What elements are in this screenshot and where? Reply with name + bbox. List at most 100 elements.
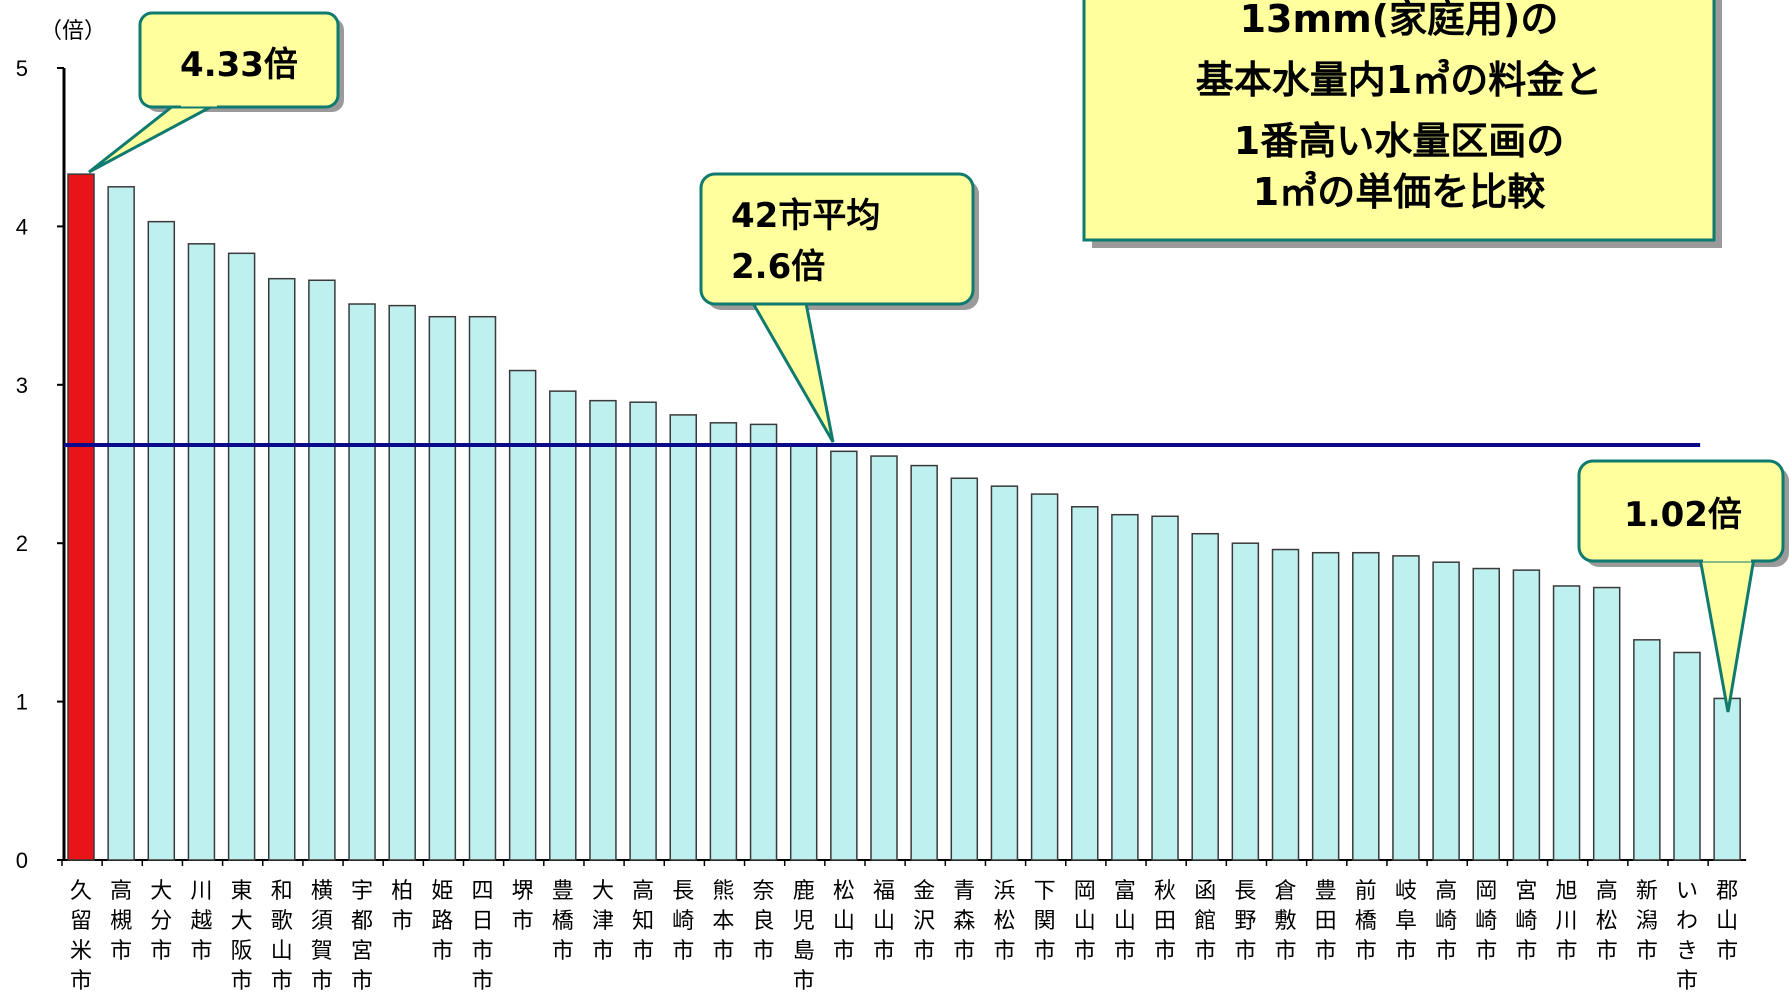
- average-callout: 42市平均 2.6倍: [699, 172, 979, 443]
- bar: [1432, 561, 1460, 861]
- bar: [589, 399, 617, 861]
- y-unit-label: （倍）: [40, 19, 106, 44]
- note-line-1: 13mm(家庭用)の: [1240, 0, 1559, 41]
- note-line-3: 1番高い水量区画の: [1234, 119, 1564, 163]
- category-label: 函館市: [1194, 879, 1216, 964]
- bar: [268, 277, 296, 861]
- category-label: 岡山市: [1074, 879, 1096, 964]
- category-label: 岡崎市: [1475, 879, 1497, 964]
- y-tick-label: 1: [16, 690, 28, 715]
- bar: [1191, 532, 1219, 861]
- bar: [1271, 548, 1300, 861]
- category-label: 東大阪市: [231, 879, 253, 994]
- bar: [308, 279, 336, 861]
- bar: [468, 315, 497, 861]
- max-callout-label: 4.33倍: [180, 45, 298, 85]
- bar: [910, 464, 938, 861]
- bars: [67, 173, 1741, 861]
- bar: [990, 485, 1019, 861]
- bar: [629, 401, 657, 861]
- category-label: 高槻市: [110, 879, 132, 964]
- category-label: 福山市: [873, 879, 895, 964]
- bar: [830, 450, 858, 861]
- category-label: 新潟市: [1636, 879, 1658, 964]
- category-label: 和歌山市: [271, 879, 293, 994]
- bar: [147, 220, 176, 861]
- y-tick-label: 3: [16, 373, 28, 398]
- category-label: 豊橋市: [552, 879, 574, 964]
- category-label: 川越市: [190, 879, 212, 964]
- category-label: 熊本市: [712, 879, 734, 964]
- bar: [1673, 651, 1701, 861]
- bar: [1592, 586, 1621, 861]
- bar: [388, 304, 416, 861]
- category-label: 倉敷市: [1274, 879, 1296, 964]
- category-label: 大分市: [150, 879, 172, 964]
- note-box: 13mm(家庭用)の 基本水量内1㎥の料金と 1番高い水量区画の 1㎥の単価を比…: [1082, 0, 1722, 248]
- bar: [870, 455, 898, 861]
- category-label: 秋田市: [1154, 879, 1176, 964]
- y-tick-label: 2: [16, 531, 28, 556]
- max-callout: 4.33倍: [88, 11, 344, 174]
- average-callout-box: [699, 172, 975, 306]
- average-callout-tail: [747, 296, 835, 443]
- bar: [227, 252, 256, 861]
- category-label: 下関市: [1034, 879, 1056, 964]
- average-callout-line1: 42市平均: [731, 196, 880, 236]
- category-label: 岐阜市: [1395, 879, 1417, 964]
- category-label: 四日市市: [471, 879, 493, 994]
- y-tick-label: 5: [16, 56, 28, 81]
- bar: [187, 243, 216, 861]
- category-label: 堺市: [512, 879, 534, 934]
- bar: [508, 369, 537, 861]
- y-tick-label: 0: [16, 848, 28, 873]
- bar: [950, 477, 979, 861]
- category-label: 長野市: [1234, 879, 1256, 964]
- bar: [1311, 551, 1340, 861]
- min-callout-box: [1577, 459, 1785, 563]
- bar: [1713, 697, 1741, 861]
- bar: [1472, 567, 1500, 861]
- bar: [348, 303, 376, 861]
- bar: [1552, 585, 1581, 861]
- category-label: 大津市: [592, 879, 614, 964]
- bar: [1151, 515, 1179, 861]
- category-label: 柏市: [391, 879, 413, 934]
- bar: [1111, 513, 1139, 861]
- category-label: 青森市: [953, 879, 975, 964]
- category-label: 宇都宮市: [351, 879, 373, 994]
- bar: [709, 422, 738, 861]
- average-callout-line2: 2.6倍: [731, 247, 825, 287]
- category-label: 高知市: [632, 879, 654, 964]
- bar: [107, 186, 135, 861]
- category-label: 前橋市: [1355, 879, 1377, 964]
- note-box-frame: [1082, 0, 1716, 242]
- min-callout: 1.02倍: [1577, 459, 1789, 713]
- min-callout-label: 1.02倍: [1624, 495, 1742, 535]
- category-label: 宮崎市: [1515, 879, 1537, 964]
- max-callout-tail: [88, 100, 221, 174]
- category-label: 浜松市: [993, 879, 1015, 964]
- category-label: 姫路市: [431, 879, 453, 964]
- note-line-2: 基本水量内1㎥の料金と: [1196, 58, 1602, 102]
- category-label: 長崎市: [672, 879, 694, 964]
- bar: [1512, 569, 1541, 861]
- category-label: 久留米市: [70, 879, 92, 994]
- bar: [749, 423, 778, 861]
- bar: [1392, 555, 1420, 861]
- category-label: 富山市: [1114, 879, 1136, 964]
- category-label: 奈良市: [753, 879, 775, 964]
- bar: [1030, 493, 1059, 861]
- bar: [789, 444, 818, 861]
- category-label: 松山市: [833, 879, 855, 964]
- category-label: 高松市: [1596, 879, 1618, 964]
- category-label: 豊田市: [1315, 879, 1337, 964]
- category-labels: 久留米市高槻市大分市川越市東大阪市和歌山市横須賀市宇都宮市柏市姫路市四日市市堺市…: [70, 879, 1738, 994]
- category-label: 横須賀市: [311, 879, 333, 994]
- bar: [549, 390, 577, 861]
- category-label: 旭川市: [1556, 879, 1578, 964]
- bar: [1633, 639, 1661, 861]
- category-label: 郡山市: [1716, 879, 1738, 964]
- category-label: いわき市: [1676, 879, 1698, 994]
